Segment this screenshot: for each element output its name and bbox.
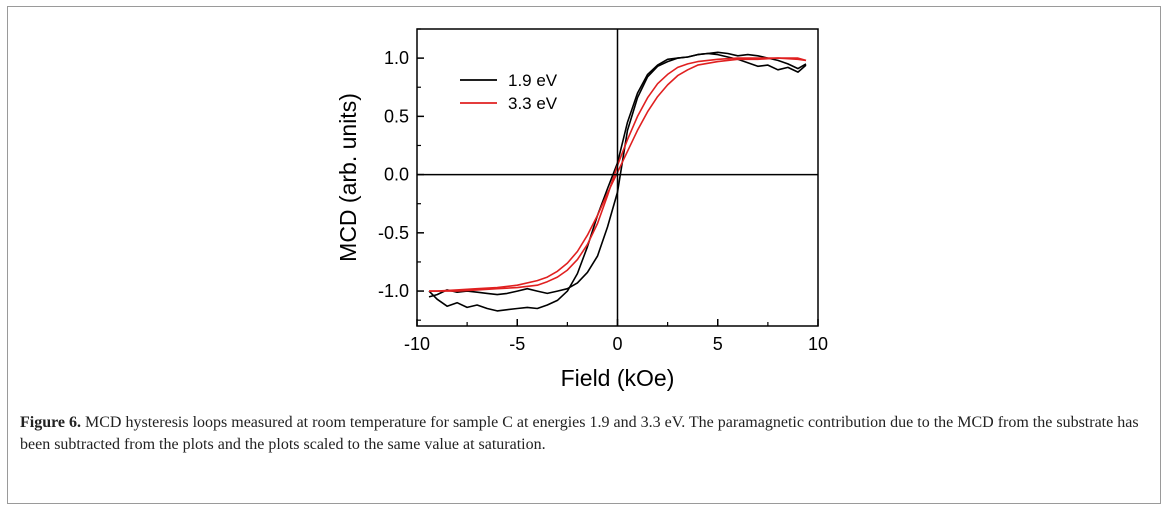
y-tick-label: -1.0 — [378, 281, 409, 301]
y-tick-label: 0.0 — [384, 165, 409, 185]
legend: 1.9 eV 3.3 eV — [460, 71, 558, 113]
figure-label: Figure 6. — [20, 414, 82, 431]
zero-lines — [417, 29, 818, 326]
axis-ticks — [416, 28, 819, 326]
x-tick-label: 0 — [612, 334, 622, 354]
y-axis-label: MCD (arb. units) — [335, 93, 361, 262]
figure-caption: Figure 6. MCD hysteresis loops measured … — [20, 412, 1140, 456]
y-tick-label: 0.5 — [384, 106, 409, 126]
legend-label-1: 3.3 eV — [508, 94, 558, 113]
x-tick-label: -10 — [404, 334, 430, 354]
x-tick-label: -5 — [509, 334, 525, 354]
x-axis-label: Field (kOe) — [561, 365, 675, 391]
hysteresis-chart: -10 -5 0 5 10 -1.0 -0.5 0.0 0.5 1.0 Field (kOe) M… — [335, 28, 828, 391]
x-tick-label: 5 — [713, 334, 723, 354]
y-tick-label: -0.5 — [378, 223, 409, 243]
x-tick-label: 10 — [808, 334, 828, 354]
y-tick-label: 1.0 — [384, 48, 409, 68]
legend-label-0: 1.9 eV — [508, 71, 558, 90]
figure-caption-text: MCD hysteresis loops measured at room te… — [20, 414, 1139, 453]
tick-labels: -10 -5 0 5 10 -1.0 -0.5 0.0 0.5 1.0 — [378, 48, 828, 354]
